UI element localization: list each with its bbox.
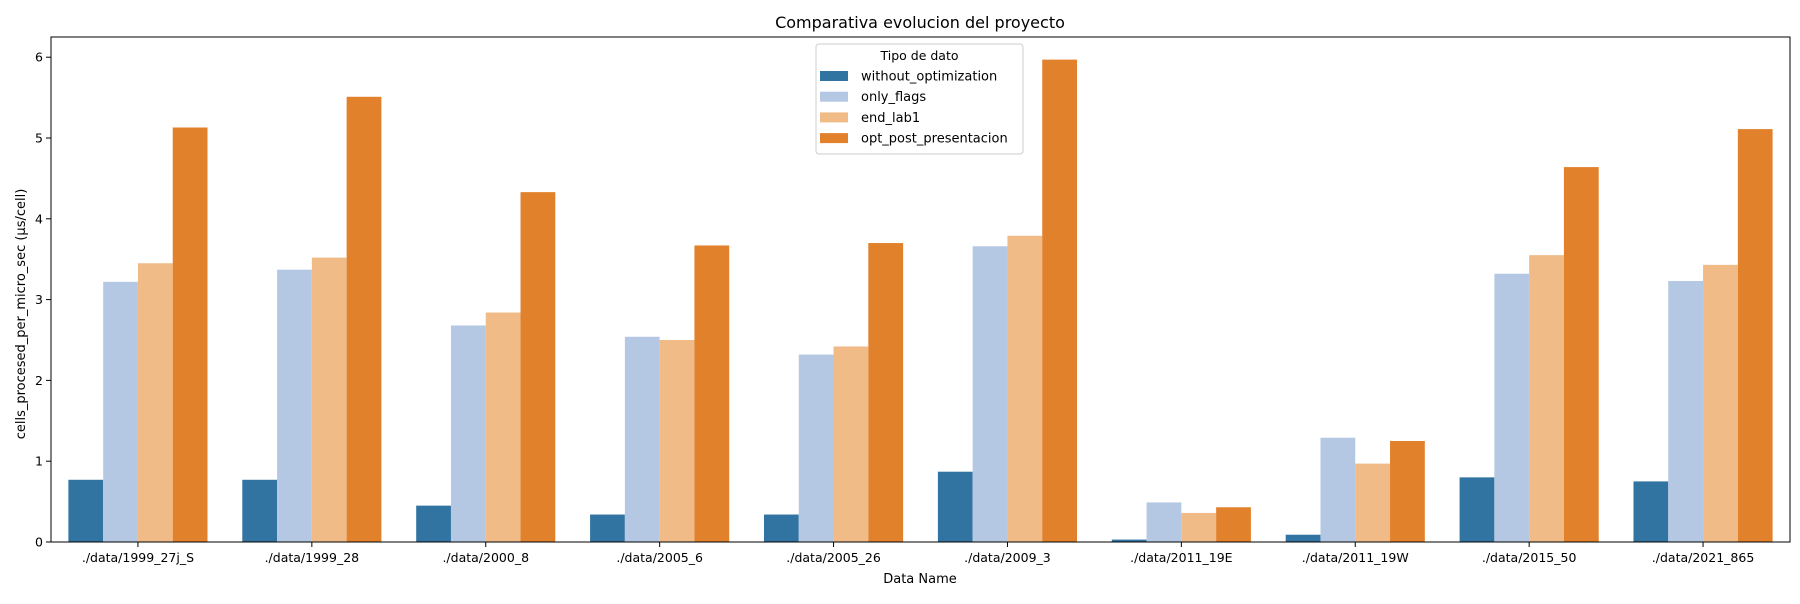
bar-end_lab1-7: [1355, 463, 1391, 542]
bar-without_optimization-5: [937, 471, 973, 542]
bar-only_flags-0: [103, 281, 138, 542]
y-tick-label: 0: [35, 535, 43, 550]
bar-end_lab1-9: [1703, 264, 1738, 542]
bar-without_optimization-1: [242, 479, 278, 542]
x-tick-label: ./data/1999_28: [265, 550, 360, 565]
legend-label-without_optimization: without_optimization: [861, 70, 997, 85]
bar-opt_post_presentacion-2: [520, 192, 556, 542]
x-tick-label: ./data/2005_26: [786, 550, 881, 565]
bar-end_lab1-6: [1181, 512, 1217, 542]
bar-without_optimization-2: [416, 505, 451, 542]
legend-frame: [815, 43, 1024, 155]
bar-only_flags-2: [450, 325, 486, 542]
x-tick-label: ./data/2009_3: [964, 550, 1051, 565]
bar-only_flags-5: [972, 246, 1008, 542]
bar-opt_post_presentacion-9: [1737, 129, 1773, 543]
legend-label-end_lab1: end_lab1: [861, 111, 920, 126]
bar-only_flags-4: [798, 354, 834, 542]
x-tick-label: ./data/2021_865: [1652, 550, 1754, 565]
y-axis-label: cells_procesed_per_micro_sec (µs/cell): [14, 189, 29, 440]
bar-opt_post_presentacion-5: [1042, 59, 1078, 543]
axes-layer: 0 1 2 3 4 5 6 ./data/1999_27j_S ./data/1999_28 ./…: [35, 36, 1791, 565]
legend-swatch-end_lab1: [820, 112, 848, 123]
bar-opt_post_presentacion-3: [694, 245, 730, 542]
bar-end_lab1-4: [833, 346, 869, 542]
bar-only_flags-1: [277, 269, 312, 542]
bar-only_flags-6: [1146, 502, 1182, 542]
bar-only_flags-9: [1668, 281, 1704, 542]
x-tick-label: ./data/2011_19E: [1130, 550, 1233, 565]
legend: Tipo de dato without_optimization only_fl…: [815, 43, 1024, 155]
bars-layer: [68, 59, 1773, 543]
plot-frame: [50, 36, 1791, 543]
y-tick-label: 6: [35, 50, 43, 65]
y-tick-label: 2: [35, 373, 43, 388]
bar-end_lab1-5: [1007, 235, 1043, 542]
bar-without_optimization-8: [1459, 477, 1495, 542]
bar-opt_post_presentacion-8: [1563, 167, 1599, 542]
bar-opt_post_presentacion-6: [1216, 507, 1251, 542]
x-axis-label: Data Name: [883, 572, 957, 587]
y-tick-label: 5: [35, 131, 43, 146]
bar-end_lab1-2: [485, 312, 521, 542]
bar-opt_post_presentacion-4: [868, 243, 904, 543]
bar-only_flags-8: [1494, 273, 1530, 542]
x-tick-label: ./data/2011_19W: [1302, 550, 1409, 565]
bar-without_optimization-6: [1111, 539, 1147, 542]
legend-title: Tipo de dato: [879, 48, 958, 63]
y-tick-label: 1: [35, 454, 43, 469]
legend-items: without_optimization only_flags end_lab1op…: [820, 70, 1008, 147]
legend-swatch-only_flags: [820, 91, 848, 102]
bar-only_flags-7: [1320, 437, 1356, 542]
bar-opt_post_presentacion-7: [1390, 441, 1425, 542]
bar-without_optimization-4: [763, 514, 799, 542]
y-tick-label: 3: [35, 292, 43, 307]
x-tick-label: ./data/2005_6: [616, 550, 703, 565]
bar-end_lab1-0: [137, 263, 173, 542]
chart-title: Comparativa evolucion del proyecto: [775, 13, 1065, 32]
y-tick-label: 4: [35, 211, 43, 226]
legend-label-opt_post_presentacion: opt_post_presentacion: [861, 132, 1008, 147]
x-tick-label: ./data/2000_8: [442, 550, 529, 565]
bar-without_optimization-3: [590, 514, 625, 542]
legend-label-only_flags: only_flags: [861, 90, 926, 105]
bar-opt_post_presentacion-0: [172, 127, 208, 542]
bar-only_flags-3: [624, 336, 660, 542]
bar-end_lab1-8: [1529, 255, 1564, 542]
bar-opt_post_presentacion-1: [346, 96, 382, 542]
bar-without_optimization-0: [68, 479, 104, 542]
legend-swatch-opt_post_presentacion: [820, 133, 848, 144]
x-tick-label: ./data/2015_50: [1482, 550, 1577, 565]
bar-end_lab1-3: [659, 340, 695, 542]
bar-without_optimization-9: [1633, 481, 1669, 542]
legend-swatch-without_optimization: [820, 71, 848, 81]
bar-without_optimization-7: [1285, 534, 1321, 542]
x-tick-label: ./data/1999_27j_S: [82, 550, 194, 565]
bar-end_lab1-1: [311, 257, 347, 542]
